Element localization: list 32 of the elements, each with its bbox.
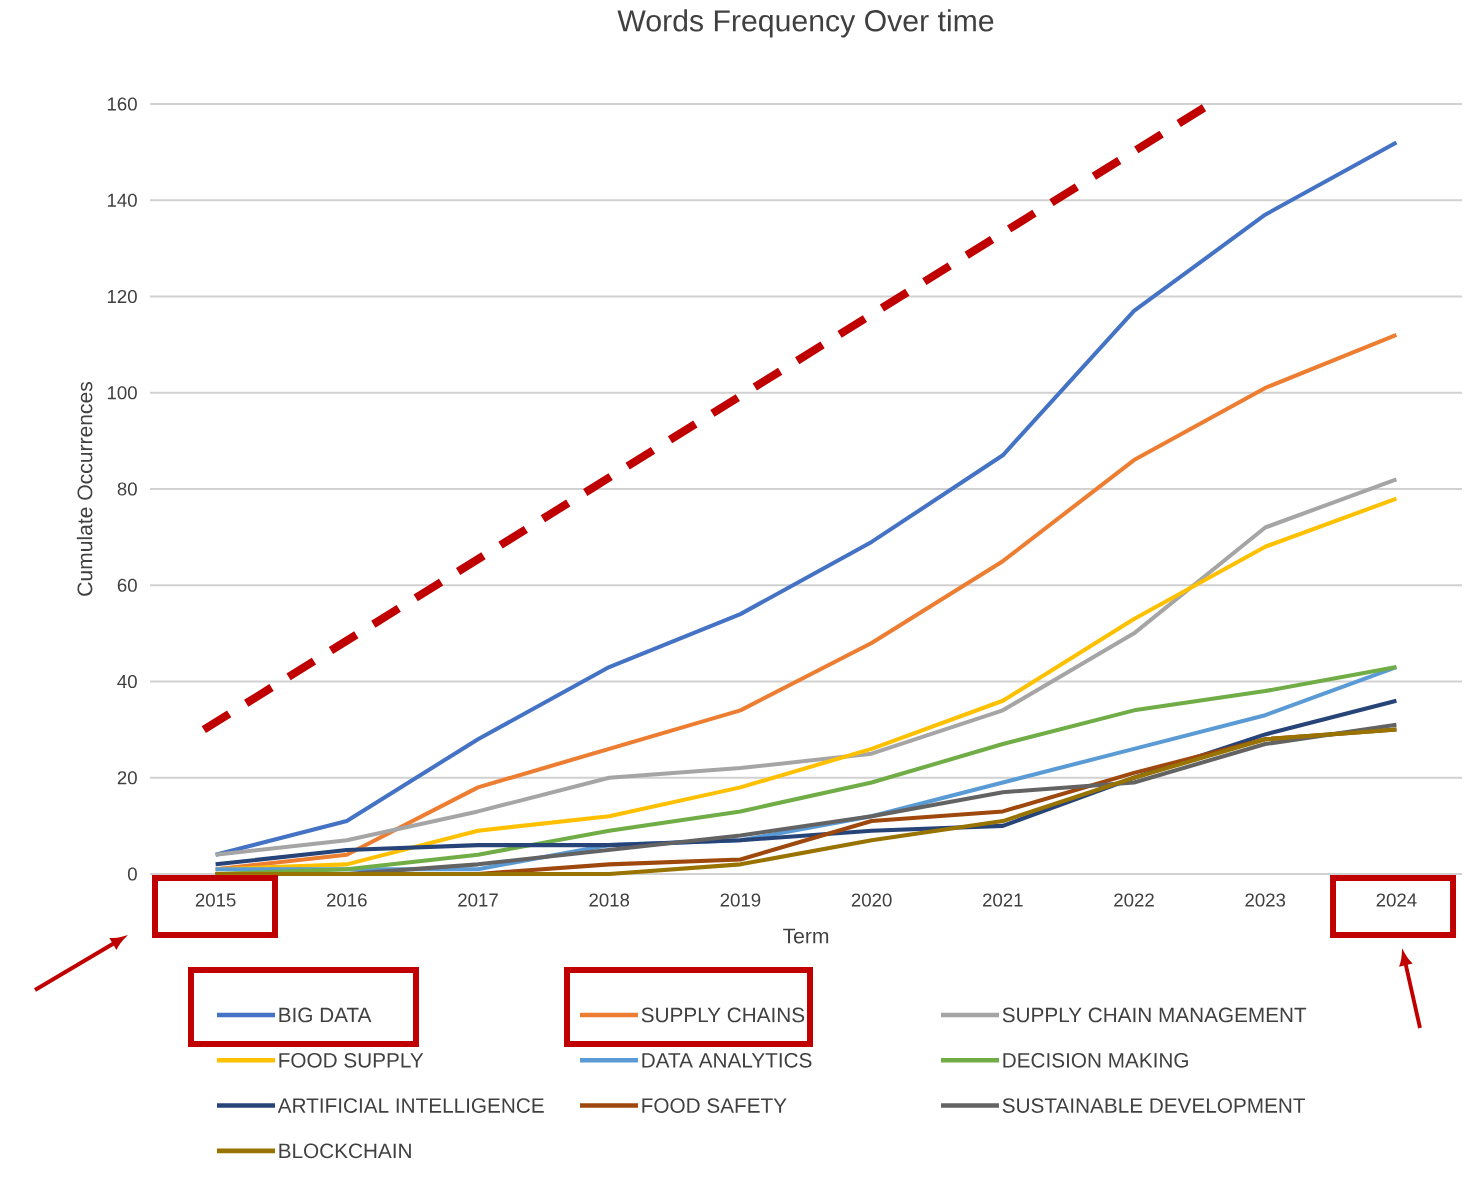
x-tick-label: 2015 [195, 893, 236, 907]
y-tick-label: 80 [117, 482, 137, 496]
legend-label: SUSTAINABLE DEVELOPMENT [1002, 1098, 1306, 1113]
legend-label: FOOD SUPPLY [279, 1052, 424, 1068]
x-tick-label: 2022 [1114, 893, 1154, 907]
legend-label: BIG DATA [279, 1007, 372, 1023]
x-tick-label: 2021 [983, 893, 1023, 907]
legend-label: SUPPLY CHAINS [641, 1007, 805, 1023]
legend-label: ARTIFICIAL INTELLIGENCE [277, 1098, 544, 1113]
legend-label: SUPPLY CHAIN MANAGEMENT [1002, 1007, 1307, 1023]
y-tick-label: 120 [107, 289, 137, 304]
chart-title: Words Frequency Over time [617, 9, 994, 38]
y-tick-label: 160 [107, 97, 137, 111]
x-tick-label: 2019 [720, 893, 761, 907]
x-tick-label: 2023 [1245, 893, 1286, 907]
y-tick-label: 100 [107, 386, 137, 400]
y-tick-label: 20 [117, 771, 137, 785]
y-tick-label: 40 [117, 674, 137, 689]
x-axis-title: Term [783, 928, 829, 944]
legend-label: BLOCKCHAIN [279, 1143, 411, 1159]
x-tick-label: 2016 [327, 893, 367, 907]
x-tick-label: 2024 [1376, 893, 1417, 907]
legend-label: DECISION MAKING [1003, 1052, 1188, 1068]
y-tick-label: 140 [107, 193, 137, 207]
y-tick-label: 0 [127, 867, 137, 881]
x-tick-label: 2020 [851, 893, 892, 907]
legend-label: FOOD SAFETY [642, 1098, 787, 1113]
y-axis-title: Cumulate Occurrences [76, 381, 93, 596]
y-tick-label: 60 [117, 578, 137, 592]
x-tick-label: 2018 [589, 893, 630, 907]
legend-label: DATA ANALYTICS [642, 1052, 812, 1068]
x-tick-label: 2017 [458, 893, 498, 907]
